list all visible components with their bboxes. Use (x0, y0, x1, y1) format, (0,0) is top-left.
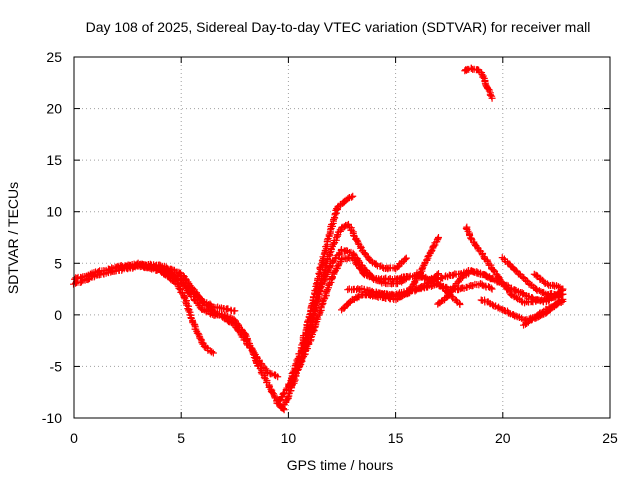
y-tick-label: 0 (54, 307, 62, 323)
y-axis-label: SDTVAR / TECUs (5, 182, 21, 294)
x-tick-label: 25 (602, 430, 618, 446)
y-tick-label: 5 (54, 255, 62, 271)
x-tick-label: 0 (70, 430, 78, 446)
y-tick-label: 20 (46, 101, 62, 117)
x-tick-label: 5 (177, 430, 185, 446)
y-tick-label: 10 (46, 204, 62, 220)
y-tick-label: 25 (46, 49, 62, 65)
chart-title: Day 108 of 2025, Sidereal Day-to-day VTE… (86, 19, 591, 35)
y-tick-label: -5 (50, 358, 63, 374)
chart: 0 5 10 15 20 25 -10 -5 0 5 10 15 20 25 Day 108 of 202… (0, 0, 640, 480)
x-tick-label: 10 (281, 430, 297, 446)
y-tick-label: -10 (42, 410, 62, 426)
y-tick-label: 15 (46, 152, 62, 168)
chart-background (0, 0, 640, 480)
x-tick-label: 15 (388, 430, 404, 446)
x-axis-label: GPS time / hours (287, 457, 394, 473)
x-tick-label: 20 (495, 430, 511, 446)
